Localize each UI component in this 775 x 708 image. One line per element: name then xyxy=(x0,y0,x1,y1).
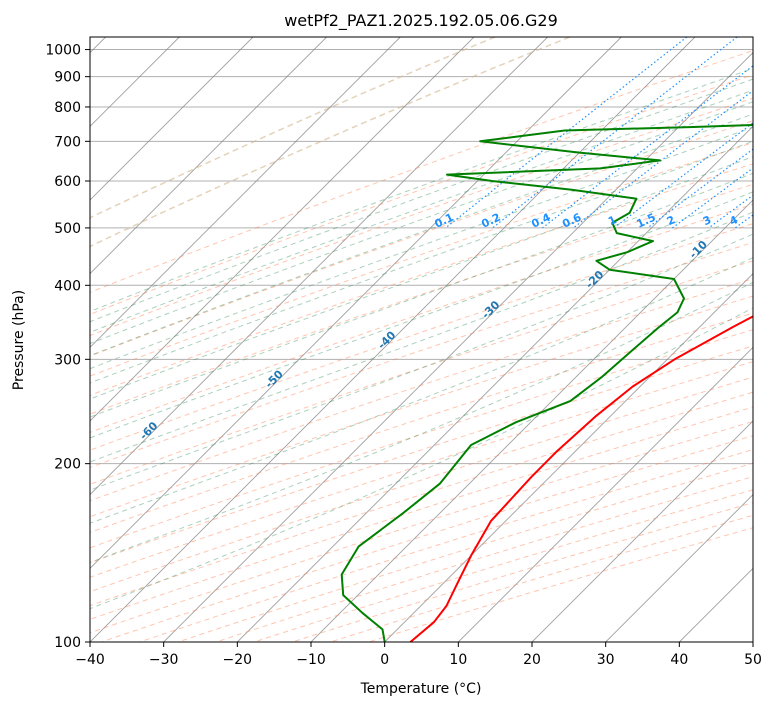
y-tick-label: 200 xyxy=(54,457,81,473)
isotherm-line xyxy=(458,346,753,642)
plot-frame xyxy=(89,36,754,643)
data-lines xyxy=(340,123,753,642)
dry-adiabat-line xyxy=(90,329,753,549)
x-tick-label: 40 xyxy=(670,652,688,668)
y-axis-title: Pressure (hPa) xyxy=(11,290,27,390)
isotherm-line xyxy=(163,52,753,642)
mixing-ratio-line xyxy=(542,65,753,229)
mixing-ratio-label: 4 xyxy=(728,213,741,228)
isotherm-line xyxy=(90,37,254,201)
y-tick-label: 100 xyxy=(54,635,81,651)
dry-adiabat-line xyxy=(330,514,753,642)
moist-adiabat-line xyxy=(90,281,753,564)
dry-adiabat-label: -10 xyxy=(687,238,710,261)
moist-adiabat-line xyxy=(90,233,753,491)
y-tick-label: 600 xyxy=(54,174,81,190)
x-tick-label: −20 xyxy=(223,652,253,668)
moist-adiabat-line xyxy=(90,126,753,370)
dry-adiabat-line xyxy=(90,74,753,315)
isotherm-line xyxy=(384,273,753,642)
x-tick-label: −10 xyxy=(296,652,326,668)
mixing-ratio-line xyxy=(672,167,753,229)
mixing-ratio-line xyxy=(734,214,753,229)
dry-adiabat-line xyxy=(90,312,753,533)
dry-adiabat-label: -50 xyxy=(263,367,286,390)
chart-title: wetPf2_PAZ1.2025.192.05.06.G29 xyxy=(284,11,558,31)
background-lines xyxy=(90,37,753,642)
x-axis-title: Temperature (°C) xyxy=(360,681,482,697)
background-curve-line xyxy=(90,37,570,248)
x-tick-label: 30 xyxy=(597,652,615,668)
y-tick-label: 800 xyxy=(54,100,81,116)
dry-adiabat-line xyxy=(90,223,753,451)
x-tick-label: −40 xyxy=(75,652,105,668)
mixing-ratio-line xyxy=(708,194,753,229)
moist-adiabat-line xyxy=(90,78,753,323)
y-tick-label: 900 xyxy=(54,70,81,86)
isotherm-line xyxy=(90,37,327,275)
dry-adiabat-line xyxy=(90,295,753,518)
dry-adiabat-line xyxy=(90,142,753,377)
x-tick-label: 20 xyxy=(523,652,541,668)
isotherm-line xyxy=(605,494,753,642)
y-axis: 1000 900 800 700 600 500 400 300 200 100 xyxy=(45,43,90,651)
moist-adiabat-line xyxy=(90,156,753,400)
dry-adiabat-line xyxy=(90,361,753,578)
isotherm-line xyxy=(752,641,753,642)
isotherm-line xyxy=(531,420,753,642)
x-axis: −40 −30 −20 −10 0 10 20 30 40 50 xyxy=(75,642,762,668)
x-tick-label: 10 xyxy=(449,652,467,668)
isotherm-line xyxy=(90,37,401,348)
dry-adiabat-line xyxy=(101,435,753,642)
dry-adiabat-line xyxy=(90,391,753,607)
isotherm-line xyxy=(90,37,622,569)
moist-adiabat-line xyxy=(90,140,753,384)
y-tick-label: 300 xyxy=(54,352,81,368)
dry-adiabat-line xyxy=(90,97,753,337)
isotherm-line xyxy=(90,37,548,496)
dry-adiabat-line xyxy=(292,502,753,642)
x-tick-label: −30 xyxy=(149,652,179,668)
dry-adiabat-line xyxy=(254,489,753,642)
x-tick-label: 50 xyxy=(744,652,762,668)
x-tick-label: 0 xyxy=(380,652,389,668)
line-labels: 0.1 0.2 0.4 0.6 1 1.5 2 3 4-60-50-40-30-20-10 xyxy=(137,211,740,443)
y-tick-label: 500 xyxy=(54,221,81,237)
y-tick-label: 700 xyxy=(54,134,81,150)
mixing-ratio-line xyxy=(572,89,753,229)
isotherm-line xyxy=(90,37,696,642)
isotherm-line xyxy=(310,199,753,642)
isotherm-line xyxy=(90,37,475,422)
moist-adiabat-line xyxy=(90,67,753,313)
dry-adiabat-line xyxy=(90,241,753,469)
moist-adiabat-line xyxy=(90,211,753,463)
background-curve-line xyxy=(90,37,496,219)
dry-adiabat-label: -60 xyxy=(137,419,160,442)
moist-adiabat-line xyxy=(90,101,753,345)
dry-adiabat-line xyxy=(90,163,753,396)
y-tick-label: 400 xyxy=(54,278,81,294)
dry-adiabat-line xyxy=(177,462,753,642)
y-tick-label: 1000 xyxy=(45,43,81,59)
dewpoint-profile-line xyxy=(340,123,753,642)
mixing-ratio-line xyxy=(492,37,738,229)
temperature-profile-line xyxy=(409,315,753,642)
isotherm-line xyxy=(237,125,753,642)
